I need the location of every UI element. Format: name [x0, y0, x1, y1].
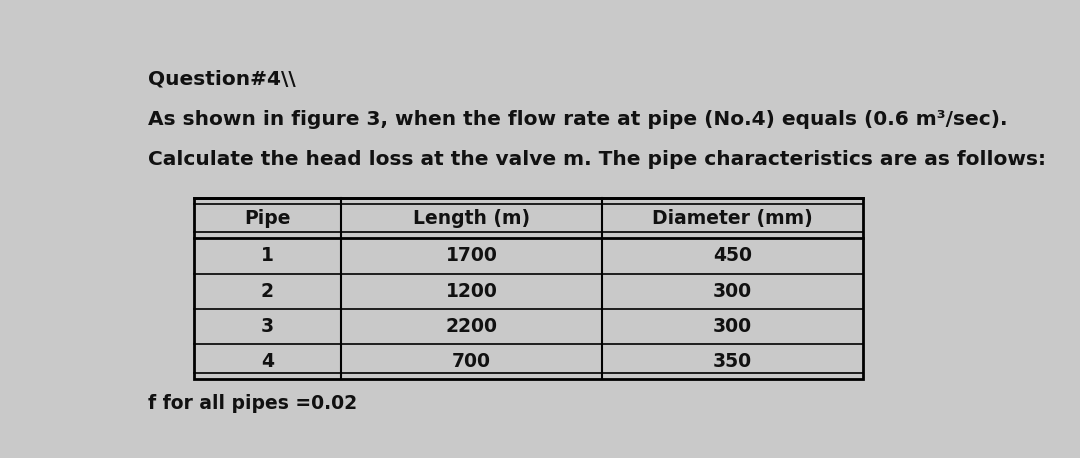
- Text: 300: 300: [713, 282, 752, 301]
- Text: Diameter (mm): Diameter (mm): [652, 208, 813, 228]
- Text: Pipe: Pipe: [244, 208, 291, 228]
- Text: As shown in figure 3, when the flow rate at pipe (No.4) equals (0.6 m³/sec).: As shown in figure 3, when the flow rate…: [148, 109, 1007, 129]
- Text: 4: 4: [260, 352, 273, 371]
- Text: 450: 450: [713, 246, 752, 266]
- Text: 700: 700: [451, 352, 491, 371]
- Text: 1200: 1200: [446, 282, 498, 301]
- Text: f for all pipes =0.02: f for all pipes =0.02: [148, 393, 356, 413]
- Text: 2: 2: [260, 282, 273, 301]
- Text: 300: 300: [713, 317, 752, 336]
- Text: 2200: 2200: [445, 317, 498, 336]
- Text: Calculate the head loss at the valve m. The pipe characteristics are as follows:: Calculate the head loss at the valve m. …: [148, 150, 1045, 169]
- Text: Length (m): Length (m): [413, 208, 530, 228]
- Text: 1: 1: [260, 246, 273, 266]
- Text: 1700: 1700: [446, 246, 498, 266]
- Text: 3: 3: [260, 317, 274, 336]
- Text: Question#4\\: Question#4\\: [148, 69, 295, 88]
- Text: 350: 350: [713, 352, 752, 371]
